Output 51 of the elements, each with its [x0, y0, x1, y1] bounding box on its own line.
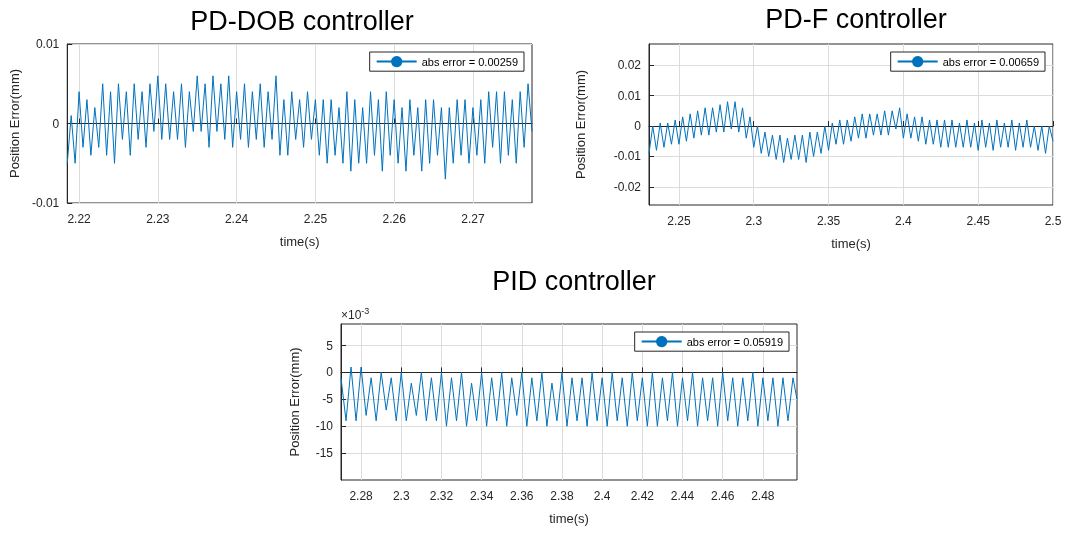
x-tick-label: 2.23	[146, 212, 170, 226]
x-tick-label: 2.22	[67, 212, 92, 226]
y-tick-label: 5	[326, 338, 334, 353]
y-tick-label: -0.01	[31, 196, 60, 210]
y-axis-title: Position Error(mm)	[7, 68, 22, 179]
x-tick-label: 2.4	[593, 489, 611, 503]
legend-label: abs error = 0.00659	[942, 55, 1040, 68]
x-tick-label: 2.35	[816, 214, 841, 228]
x-tick-label: 2.4	[895, 214, 913, 228]
x-axis-title: time(s)	[279, 234, 320, 249]
y-tick-label: 0.01	[35, 37, 60, 51]
line-series	[340, 366, 798, 427]
y-tick-label: -0.02	[613, 179, 642, 194]
x-tick-label: 2.28	[349, 489, 374, 503]
x-tick-label: 2.3	[745, 214, 763, 228]
x-tick-label: 2.25	[667, 214, 691, 228]
x-tick-label: 2.3	[392, 489, 410, 503]
y-tick-label: 0.02	[617, 58, 642, 73]
x-tick-label: 2.44	[670, 489, 695, 503]
y-axis-title: Position Error(mm)	[573, 69, 588, 180]
x-tick-label: 2.45	[966, 214, 991, 228]
x-tick-label: 2.5	[1044, 214, 1062, 228]
x-tick-label: 2.38	[550, 489, 574, 503]
y-axis-title: Position Error(mm)	[287, 347, 302, 457]
y-tick-label: 0	[326, 365, 334, 380]
x-tick-label: 2.48	[751, 489, 775, 503]
x-tick-label: 2.26	[382, 212, 407, 226]
x-axis-title: time(s)	[549, 511, 589, 526]
y-tick-label: -15	[315, 446, 334, 461]
y-tick-label: 0	[52, 116, 60, 131]
y-tick-label: -0.01	[613, 149, 642, 164]
x-tick-label: 2.25	[303, 212, 328, 226]
chart-title: PD-DOB controller	[190, 5, 414, 36]
chart-title: PD-F controller	[765, 3, 947, 34]
y-tick-label: -5	[322, 392, 334, 407]
x-tick-label: 2.36	[510, 489, 534, 503]
line-series	[66, 75, 533, 180]
x-tick-label: 2.46	[710, 489, 735, 503]
x-tick-label: 2.42	[630, 489, 655, 503]
y-tick-label: 0.01	[617, 88, 642, 103]
x-tick-label: 2.24	[224, 212, 249, 226]
x-tick-label: 2.27	[461, 212, 485, 226]
chart-title: PID controller	[492, 265, 656, 296]
line-series	[648, 101, 1054, 163]
x-tick-label: 2.32	[429, 489, 454, 503]
legend-label: abs error = 0.05919	[686, 335, 784, 348]
x-axis-title: time(s)	[831, 236, 871, 251]
y-tick-label: 0	[634, 119, 642, 134]
y-tick-label: -10	[315, 419, 334, 434]
legend-label: abs error = 0.00259	[421, 55, 519, 68]
x-tick-label: 2.34	[469, 489, 494, 503]
